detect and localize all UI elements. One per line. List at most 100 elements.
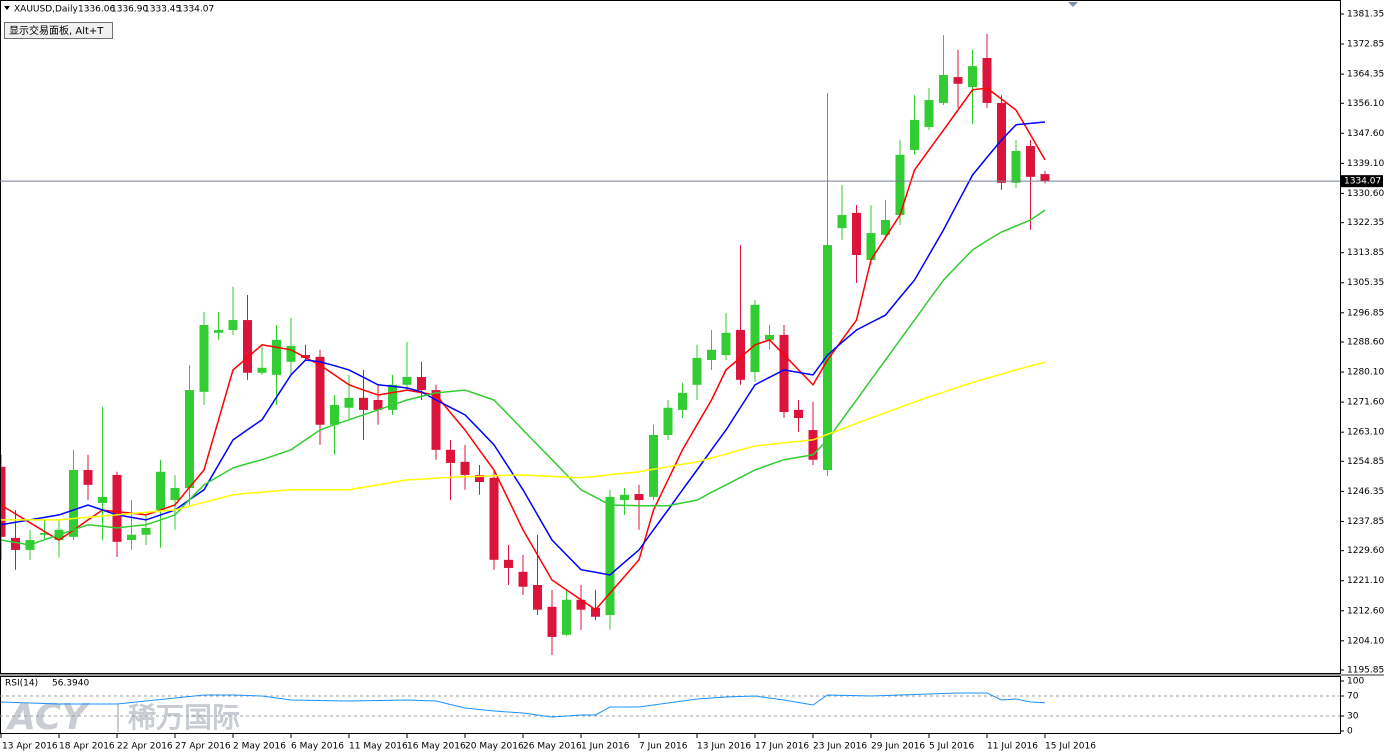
rsi-value-label: 56.3940 [52, 679, 89, 689]
candle-body [475, 474, 484, 483]
trade-panel-button-label[interactable]: 显示交易面板, Alt+T [9, 24, 104, 37]
y-tick-label: 1263.10 [1347, 428, 1384, 438]
candle-body [895, 154, 905, 216]
header-low: 1333.45 [144, 5, 181, 15]
rsi-tick-label: 0 [1347, 727, 1353, 737]
candle-body [127, 534, 136, 541]
trade-panel-button[interactable] [4, 22, 113, 39]
rsi-line [0, 692, 1046, 718]
candle-body [1026, 146, 1035, 177]
current-price-label: 1334.07 [1344, 177, 1381, 187]
x-tick-label: 26 May 2016 [523, 742, 582, 752]
x-tick-label: 20 May 2016 [465, 742, 524, 752]
candle-body [605, 496, 615, 616]
y-tick-label: 1330.60 [1347, 189, 1384, 199]
x-tick-label: 29 Jun 2016 [871, 742, 925, 752]
candle-body [634, 494, 644, 501]
x-tick-label: 2 May 2016 [233, 742, 286, 752]
shift-marker [1068, 2, 1078, 7]
y-tick-label: 1204.10 [1347, 636, 1384, 646]
header-open: 1336.06 [78, 5, 115, 15]
candle-body [533, 584, 542, 610]
x-tick-label: 6 May 2016 [291, 742, 344, 752]
candle-body [736, 329, 745, 380]
candle-body [576, 599, 586, 610]
candle-body [359, 397, 368, 410]
rsi-label: RSI(14) [5, 679, 38, 689]
header-arrow [4, 6, 10, 10]
x-tick-label: 22 Apr 2016 [117, 742, 173, 752]
candle-body [953, 77, 963, 84]
x-tick-label: 11 May 2016 [349, 742, 408, 752]
candle-body [968, 66, 977, 87]
x-tick-label: 27 Apr 2016 [175, 742, 231, 752]
x-tick-label: 18 Apr 2016 [59, 742, 115, 752]
candle-body [257, 367, 267, 373]
rsi-tick-label: 100 [1347, 677, 1364, 687]
candle-body [910, 119, 919, 150]
candle-body [518, 571, 528, 587]
candle-body [388, 384, 397, 410]
y-tick-label: 1229.60 [1347, 546, 1384, 556]
y-tick-label: 1212.60 [1347, 606, 1384, 616]
candle-body [446, 449, 455, 463]
candle-body [852, 212, 861, 255]
candle-body [678, 392, 687, 410]
y-tick-label: 1356.10 [1347, 99, 1384, 109]
candle-body [272, 339, 281, 375]
watermark-name: 稀万国际 [128, 701, 240, 734]
candle-body [663, 407, 673, 435]
candle-body [591, 607, 600, 617]
candle-body [185, 390, 194, 489]
candle-body [1011, 151, 1021, 183]
candle-body [431, 390, 441, 450]
candle-body [489, 477, 499, 560]
candle-body [750, 304, 760, 373]
candle-body [997, 102, 1006, 183]
candle-body [649, 434, 658, 497]
y-tick-label: 1271.60 [1347, 398, 1384, 408]
candle-body [344, 397, 354, 408]
candle-body [243, 320, 252, 373]
candle-body [924, 100, 934, 127]
candle-body [417, 376, 426, 391]
candle-body [170, 488, 180, 501]
candle-body [692, 357, 702, 385]
y-tick-label: 1305.35 [1347, 278, 1384, 288]
moving-average [1, 361, 1046, 521]
candle-body [982, 57, 992, 103]
header-symbol: XAUUSD,Daily [14, 5, 78, 15]
x-tick-label: 13 Apr 2016 [2, 742, 58, 752]
candle-body [823, 245, 832, 471]
candle-body [837, 215, 847, 229]
y-tick-label: 1280.10 [1347, 368, 1384, 378]
candle-body [402, 376, 412, 385]
x-tick-label: 17 Jun 2016 [755, 742, 809, 752]
candle-body [866, 233, 876, 260]
candle-body [98, 496, 107, 503]
y-tick-label: 1322.35 [1347, 218, 1384, 228]
candle-body [808, 430, 818, 460]
x-tick-label: 1 Jun 2016 [581, 742, 630, 752]
candle-body [504, 559, 513, 568]
candle-body [547, 606, 557, 637]
y-tick-label: 1246.35 [1347, 487, 1384, 497]
candle-body [141, 528, 151, 535]
y-tick-label: 1339.10 [1347, 159, 1384, 169]
candle-body [112, 474, 122, 542]
candle-body [779, 334, 789, 413]
candle-body [199, 325, 209, 392]
y-tick-label: 1254.85 [1347, 457, 1384, 467]
candle-body [765, 334, 774, 340]
candle-body [707, 349, 716, 361]
current-price-box [1341, 175, 1383, 188]
candle-body [794, 409, 803, 419]
y-tick-label: 1372.85 [1347, 40, 1384, 50]
y-tick-label: 1288.60 [1347, 337, 1384, 347]
y-tick-label: 1296.85 [1347, 308, 1384, 318]
candle-body [330, 404, 339, 425]
candle-body [562, 599, 571, 635]
moving-average [0, 87, 1046, 611]
candle-body [315, 356, 325, 425]
header-close: 1334.07 [177, 5, 214, 15]
